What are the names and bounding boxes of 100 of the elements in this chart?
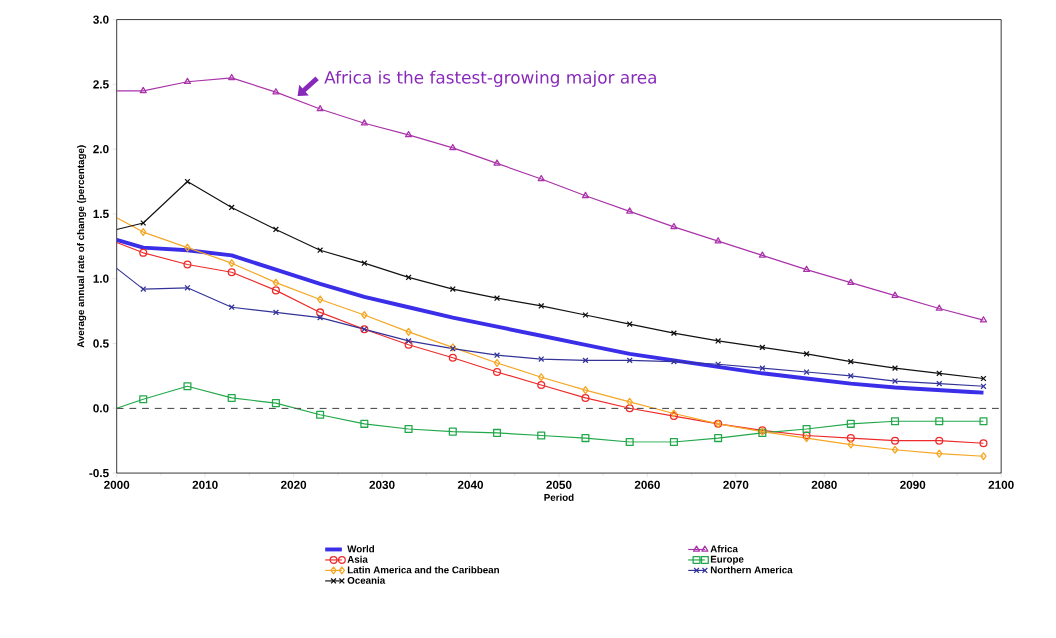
x-tick-label: 2030 <box>369 480 395 490</box>
point <box>582 357 589 364</box>
point <box>139 86 147 94</box>
point <box>581 394 590 403</box>
point <box>184 243 191 252</box>
point <box>935 436 944 445</box>
point <box>184 284 191 292</box>
x-tick-label: 2010 <box>192 480 218 490</box>
point <box>582 386 589 395</box>
point <box>846 434 855 443</box>
point <box>316 308 325 317</box>
point <box>493 295 501 302</box>
point <box>538 373 545 382</box>
point <box>935 417 944 426</box>
point <box>316 105 324 112</box>
point <box>626 207 634 214</box>
point <box>227 268 236 277</box>
point <box>140 228 147 237</box>
point <box>847 373 854 380</box>
point <box>449 143 457 151</box>
legend-label: Asia <box>347 555 368 564</box>
point <box>139 248 148 258</box>
point <box>890 436 900 445</box>
point <box>758 251 766 258</box>
point <box>448 427 457 436</box>
x-tick-label: 2050 <box>546 480 572 490</box>
annotation: Africa is the fastest-growing major area <box>324 70 656 88</box>
point <box>803 351 810 358</box>
point <box>316 410 325 420</box>
x-tick-label: 2000 <box>104 480 130 490</box>
point <box>626 397 633 407</box>
point <box>891 291 899 299</box>
point <box>448 353 457 362</box>
legend-label: Europe <box>710 556 744 565</box>
y-tick-label: 1.5 <box>93 210 109 219</box>
legend-label: Latin America and the Caribbean <box>347 566 499 574</box>
y-axis-title: Average annual rate of change (percentage) <box>76 145 87 348</box>
point <box>979 439 988 448</box>
point <box>493 159 501 166</box>
x-tick-label: 2070 <box>723 480 749 490</box>
point <box>803 369 810 376</box>
y-tick-label: 1.0 <box>93 274 109 284</box>
point <box>183 260 192 269</box>
point <box>802 265 811 273</box>
point <box>537 431 546 440</box>
point <box>404 425 413 434</box>
point <box>847 358 854 365</box>
point <box>493 359 501 368</box>
point <box>139 395 148 404</box>
point <box>405 338 412 345</box>
point <box>979 316 988 323</box>
point <box>670 358 677 365</box>
x-tick-label: 2040 <box>457 480 484 490</box>
y-tick-label: 2.5 <box>93 80 109 89</box>
point <box>538 356 545 363</box>
x-tick-label: 2020 <box>280 480 307 490</box>
point <box>405 327 412 337</box>
point <box>537 381 546 390</box>
point <box>979 417 988 426</box>
point <box>890 417 900 426</box>
legend-label: Africa <box>710 545 738 553</box>
point <box>317 247 324 254</box>
point <box>272 88 280 95</box>
point <box>980 383 987 390</box>
point <box>847 440 854 449</box>
x-tick-label: 2100 <box>988 480 1014 490</box>
point <box>140 286 147 293</box>
y-tick-label: 3.0 <box>93 15 109 24</box>
point <box>581 434 590 443</box>
x-axis-title: Period <box>544 493 574 502</box>
point <box>360 419 369 429</box>
point <box>361 311 368 320</box>
point <box>625 438 634 447</box>
point <box>714 237 722 244</box>
y-tick-label: 2.0 <box>93 145 109 154</box>
point <box>449 286 456 293</box>
point <box>228 304 235 311</box>
point <box>272 278 280 287</box>
point <box>361 260 368 267</box>
point <box>404 340 413 350</box>
point <box>980 452 987 461</box>
point <box>538 303 545 310</box>
y-tick-label: -0.5 <box>89 469 109 478</box>
legend-label: Oceania <box>347 576 386 584</box>
legend-label: Northern America <box>710 566 793 574</box>
y-tick-label: 0.5 <box>93 339 109 348</box>
point <box>316 295 324 304</box>
point <box>891 445 899 454</box>
legend-label: World <box>347 545 375 553</box>
point <box>625 404 634 413</box>
point <box>360 119 368 126</box>
point <box>936 449 943 458</box>
point <box>272 226 279 233</box>
point <box>271 286 280 295</box>
x-tick-label: 2080 <box>811 480 837 490</box>
point <box>228 204 235 211</box>
point <box>935 304 943 312</box>
point <box>140 220 147 227</box>
point <box>846 419 855 429</box>
point <box>891 365 899 372</box>
